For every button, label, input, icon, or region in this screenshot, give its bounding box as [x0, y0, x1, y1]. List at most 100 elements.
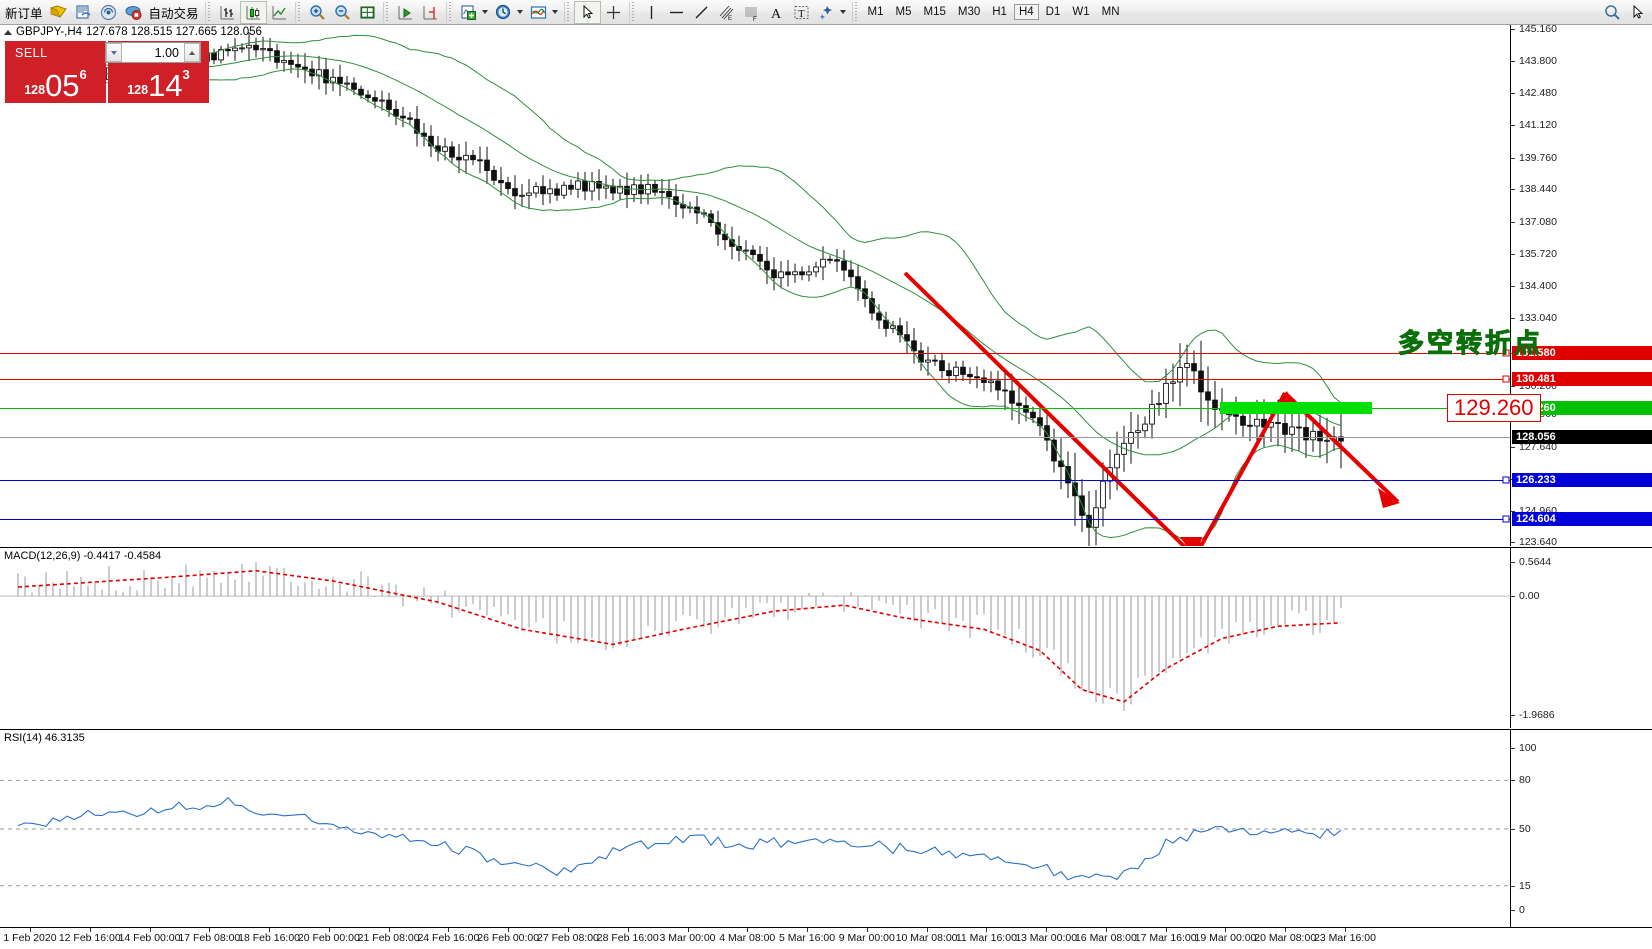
price-level-tag-resistance[interactable]: 131.580: [1512, 345, 1652, 360]
add-indicator-button[interactable]: [456, 1, 491, 24]
timeframe-button-m5[interactable]: M5: [895, 6, 912, 18]
timeframe-button-m30[interactable]: M30: [957, 6, 981, 18]
macd-axis[interactable]: 0.5644 0.00 -1.9686: [1510, 548, 1652, 728]
equidistant-channel-button[interactable]: E: [714, 1, 739, 24]
bar-chart-button[interactable]: [215, 1, 240, 24]
chevron-down-icon[interactable]: [839, 10, 846, 14]
new-order-button[interactable]: 新订单: [2, 1, 46, 24]
auto-scroll-button[interactable]: [393, 1, 418, 24]
timeframe-button-h4[interactable]: H4: [1013, 4, 1039, 20]
time-tick-label: 26 Feb 00:00: [477, 932, 540, 944]
toolbar-separator-6: [628, 1, 636, 23]
price-callout-label[interactable]: 129.260: [1447, 394, 1541, 423]
signals-button[interactable]: [96, 1, 121, 24]
rsi-plot[interactable]: [0, 730, 1652, 927]
timeframe-button-m15[interactable]: M15: [923, 6, 946, 18]
autotrading-button[interactable]: 自动交易: [146, 1, 202, 24]
macd-tick: -1.9686: [1511, 709, 1555, 721]
shapes-button[interactable]: [814, 1, 849, 24]
sell-price-big: 05: [45, 68, 80, 103]
rsi-pane[interactable]: RSI(14) 46.3135 100 80 50 15 0: [0, 729, 1652, 927]
fibonacci-button[interactable]: F: [739, 1, 764, 24]
chevron-down-icon[interactable]: [481, 10, 488, 14]
price-level-tag-current-price[interactable]: 128.056: [1512, 429, 1652, 444]
price-level-tag-resistance[interactable]: 130.481: [1512, 371, 1652, 386]
price-pane[interactable]: 129.260 多空转折点 145.160 143.800 142.480 141.12…: [0, 23, 1652, 548]
zoom-in-icon: [309, 4, 325, 20]
level-line-124.604[interactable]: [0, 519, 1510, 521]
volume-value[interactable]: 1.00: [154, 45, 179, 60]
period-button[interactable]: [491, 1, 526, 24]
level-line-129.260[interactable]: [0, 408, 1510, 410]
chart-area[interactable]: GBPJPY-,H4 127.678 128.515 127.665 128.0…: [0, 23, 1652, 949]
level-handle-126.233[interactable]: [1502, 476, 1510, 484]
zoom-in-button[interactable]: [305, 1, 330, 24]
chevron-down-icon[interactable]: [551, 10, 558, 14]
level-line-130.481[interactable]: [0, 378, 1510, 380]
macd-plot[interactable]: [0, 548, 1652, 728]
zoom-out-button[interactable]: [330, 1, 355, 24]
price-axis[interactable]: 145.160 143.800 142.480 141.120 139.760 138.4…: [1510, 23, 1652, 548]
sell-button[interactable]: SELL 128 05 6: [5, 41, 106, 103]
text-button[interactable]: A: [764, 1, 789, 24]
time-axis[interactable]: 1 Feb 2020 12 Feb 16:00 14 Feb 00:00 17 Feb…: [0, 927, 1652, 949]
price-tick: 137.080: [1511, 216, 1557, 228]
time-tick-mark: [448, 928, 450, 932]
time-tick-label: 21 Feb 08:00: [357, 932, 420, 944]
folder-icon-button[interactable]: [46, 1, 71, 24]
arrow-cursor-button[interactable]: [1625, 1, 1650, 24]
timeframe-button-mn[interactable]: MN: [1101, 6, 1120, 18]
cursor-button[interactable]: [573, 0, 601, 24]
time-tick-mark: [328, 928, 330, 932]
vertical-line-button[interactable]: [639, 1, 664, 24]
time-tick-mark: [89, 928, 91, 932]
fibonacci-icon: F: [744, 7, 757, 22]
grid-button[interactable]: [355, 1, 380, 24]
level-line-126.233[interactable]: [0, 480, 1510, 482]
data-window-button[interactable]: [71, 1, 96, 24]
text-label-button[interactable]: T: [789, 1, 814, 24]
level-handle-124.604[interactable]: [1502, 515, 1510, 523]
expand-triangle-icon[interactable]: [4, 29, 12, 35]
candlestick-chart-button[interactable]: [239, 0, 267, 24]
time-tick-label: 16 Mar 08:00: [1074, 932, 1137, 944]
level-handle-130.481[interactable]: [1502, 375, 1510, 383]
chevron-down-icon[interactable]: [516, 10, 523, 14]
level-line-131.580[interactable]: [0, 352, 1510, 354]
market-button[interactable]: [121, 1, 146, 24]
support-zone-block[interactable]: [1220, 402, 1372, 415]
macd-pane[interactable]: MACD(12,26,9) -0.4417 -0.4584 0.5644 0.00…: [0, 547, 1652, 728]
trendline-button[interactable]: [689, 1, 714, 24]
rsi-axis[interactable]: 100 80 50 15 0: [1510, 730, 1652, 927]
price-tick: 133.040: [1511, 312, 1557, 324]
price-level-tag-support[interactable]: 126.233: [1512, 473, 1652, 488]
time-tick-label: 23 Mar 16:00: [1314, 932, 1376, 944]
turning-point-annotation[interactable]: 多空转折点: [1397, 328, 1544, 359]
price-plot[interactable]: 129.260 多空转折点: [0, 25, 1652, 546]
volume-increase-button[interactable]: [184, 43, 200, 62]
templates-button[interactable]: [526, 1, 561, 24]
price-level-tag-support[interactable]: 124.604: [1512, 512, 1652, 527]
timeframe-button-w1[interactable]: W1: [1072, 6, 1090, 18]
line-chart-button[interactable]: [267, 1, 292, 24]
level-handle-131.580[interactable]: [1502, 349, 1510, 357]
time-tick-mark: [687, 928, 689, 932]
crosshair-button[interactable]: [601, 1, 626, 24]
toolbar-separator-4: [445, 1, 453, 23]
horizontal-line-button[interactable]: [664, 1, 689, 24]
search-button[interactable]: [1600, 1, 1625, 24]
shapes-icon: [819, 5, 832, 19]
chart-shift-button[interactable]: [418, 1, 443, 24]
timeframe-button-d1[interactable]: D1: [1045, 6, 1061, 18]
price-tick: 135.720: [1511, 248, 1557, 260]
main-toolbar: 新订单: [0, 0, 1652, 25]
time-tick-mark: [807, 928, 809, 932]
auto-scroll-icon: [398, 5, 412, 19]
time-tick-label: 24 Feb 16:00: [417, 932, 480, 944]
svg-text:F: F: [753, 17, 757, 22]
timeframe-button-m1[interactable]: M1: [867, 6, 884, 18]
timeframe-button-h1[interactable]: H1: [992, 6, 1007, 18]
volume-decrease-button[interactable]: [106, 43, 122, 62]
add-indicator-icon: [460, 4, 476, 20]
volume-stepper[interactable]: 1.00: [105, 42, 201, 63]
